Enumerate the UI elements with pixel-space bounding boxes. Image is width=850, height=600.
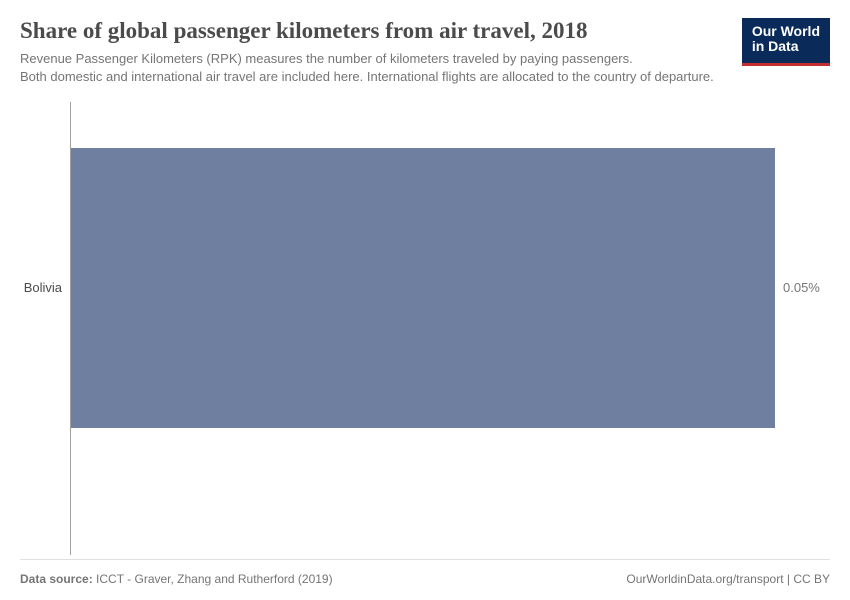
owid-logo: Our World in Data [742,18,830,66]
logo-line-2: in Data [752,38,799,54]
footer-attribution: OurWorldinData.org/transport | CC BY [626,572,830,586]
data-source-label: Data source: [20,572,93,586]
chart-plot-area: Bolivia 0.05% [20,102,830,555]
logo-line-1: Our World [752,23,820,39]
bar-row: Bolivia 0.05% [20,148,830,428]
bar-value-label: 0.05% [775,280,830,295]
bar-track [71,148,775,428]
chart-title: Share of global passenger kilometers fro… [20,18,726,44]
chart-container: Share of global passenger kilometers fro… [0,0,850,600]
title-block: Share of global passenger kilometers fro… [20,18,726,86]
header: Share of global passenger kilometers fro… [20,18,830,86]
chart-footer: Data source: ICCT - Graver, Zhang and Ru… [20,559,830,600]
bar-category-label: Bolivia [20,280,70,295]
data-source-text: ICCT - Graver, Zhang and Rutherford (201… [96,572,333,586]
chart-subtitle: Revenue Passenger Kilometers (RPK) measu… [20,50,726,86]
bar [71,148,775,428]
data-source: Data source: ICCT - Graver, Zhang and Ru… [20,572,333,586]
